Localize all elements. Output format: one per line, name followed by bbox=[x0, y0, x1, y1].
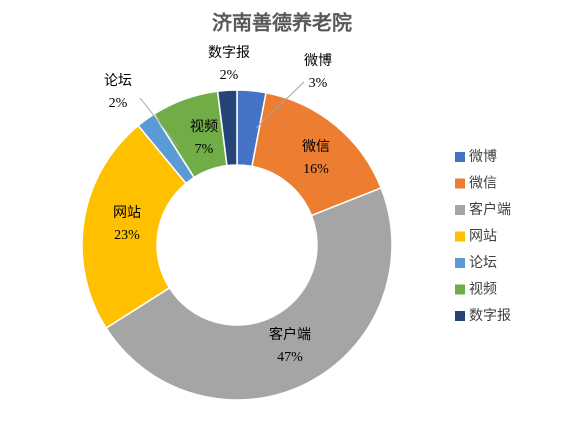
legend-label: 微博 bbox=[469, 148, 497, 165]
legend-swatch bbox=[455, 284, 465, 295]
chart-title: 济南善德养老院 bbox=[212, 11, 352, 35]
legend-label: 论坛 bbox=[469, 255, 497, 271]
data-label-name: 视频 bbox=[190, 119, 218, 135]
legend-swatch bbox=[455, 258, 465, 268]
data-label-name: 客户端 bbox=[269, 326, 311, 343]
slice bbox=[105, 186, 393, 401]
data-label-name: 微博 bbox=[304, 52, 332, 69]
data-label-name: 论坛 bbox=[104, 73, 132, 89]
legend-label: 微信 bbox=[469, 176, 497, 192]
data-label-value: 3% bbox=[309, 76, 328, 91]
leader-line bbox=[255, 81, 305, 129]
legend-label: 视频 bbox=[469, 282, 497, 298]
slice bbox=[216, 89, 238, 167]
leader-line bbox=[139, 97, 179, 147]
legend-label: 数字报 bbox=[469, 308, 511, 324]
data-label-value: 23% bbox=[114, 228, 140, 243]
data-label-name: 微信 bbox=[302, 139, 330, 155]
data-label-value: 2% bbox=[220, 68, 239, 83]
data-label-value: 47% bbox=[277, 350, 303, 365]
data-label-value: 7% bbox=[195, 142, 214, 157]
slice bbox=[251, 91, 383, 217]
legend-label: 网站 bbox=[469, 229, 497, 245]
data-label-name: 网站 bbox=[113, 205, 141, 221]
legend-label: 客户端 bbox=[469, 201, 511, 218]
legend-swatch bbox=[455, 231, 465, 242]
legend-swatch bbox=[455, 311, 465, 321]
legend-swatch bbox=[455, 205, 465, 215]
slice bbox=[81, 124, 188, 330]
data-label-value: 2% bbox=[109, 96, 128, 111]
legend-swatch bbox=[455, 152, 465, 162]
data-label-name: 数字报 bbox=[208, 45, 250, 61]
legend-swatch bbox=[455, 178, 465, 189]
data-label-value: 16% bbox=[303, 162, 329, 177]
